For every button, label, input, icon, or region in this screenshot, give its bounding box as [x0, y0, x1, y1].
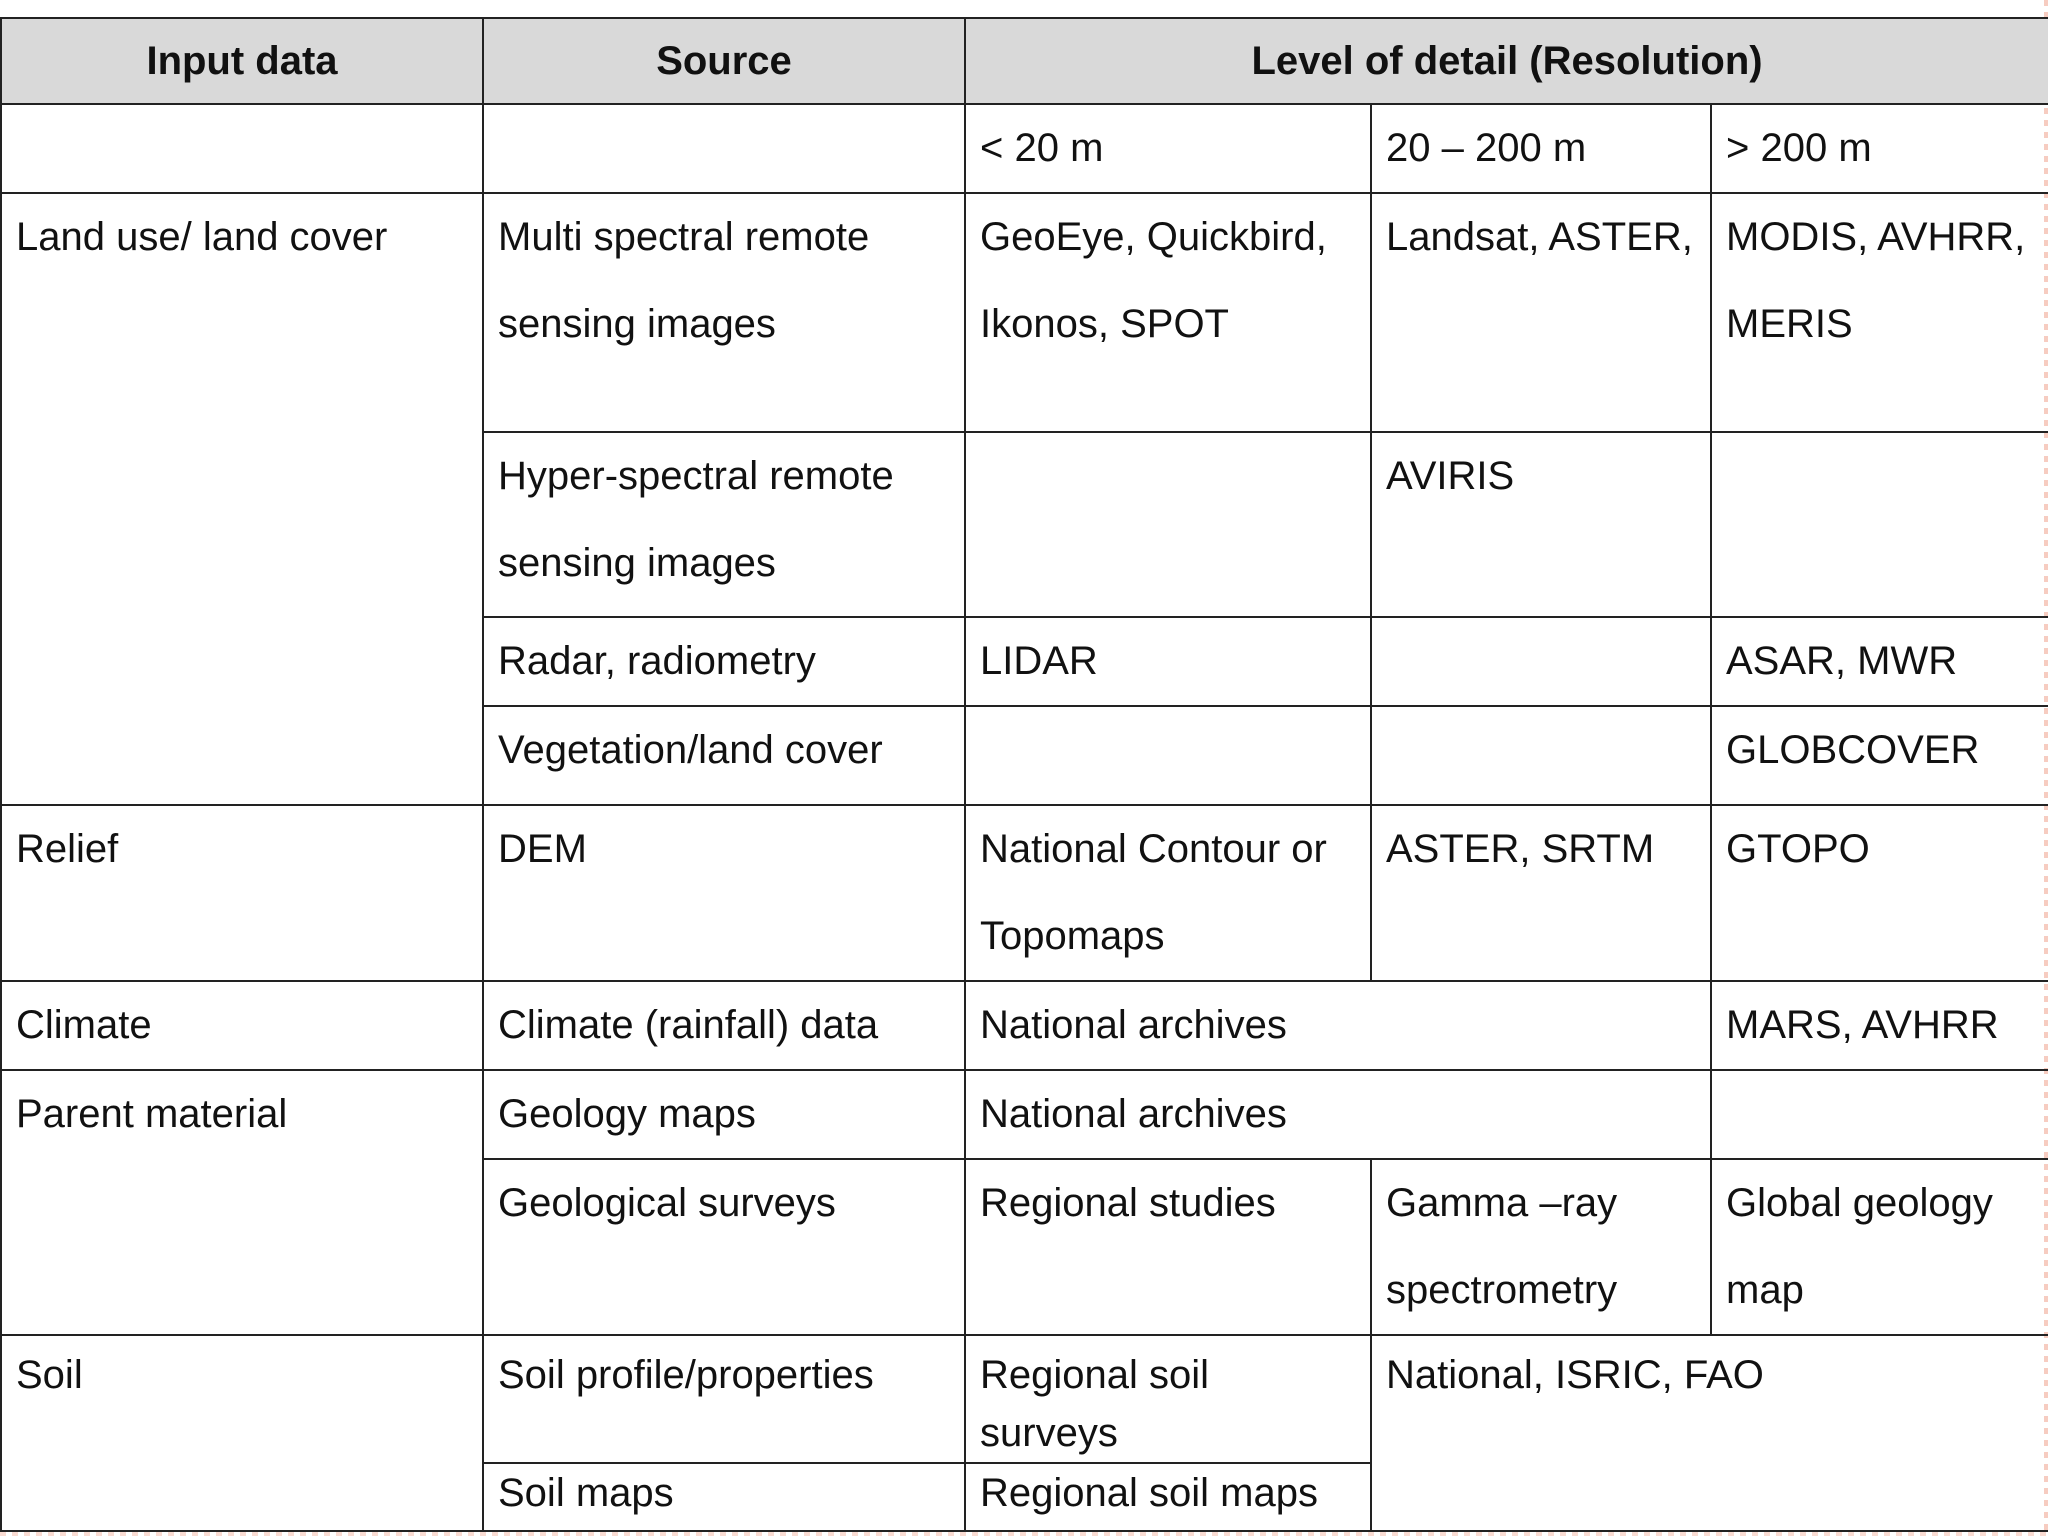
source-soil-maps: Soil maps	[482, 1462, 966, 1532]
input-climate: Climate	[0, 980, 484, 1071]
empty-cell	[0, 103, 484, 194]
source-geological-surveys: Geological surveys	[482, 1158, 966, 1336]
header-source: Source	[482, 17, 966, 105]
cell-relief-lt20: National Contour or Topomaps	[964, 804, 1372, 982]
table-row: Climate Climate (rainfall) data National…	[0, 980, 2048, 1071]
band-20-200: 20 – 200 m	[1370, 103, 1712, 194]
source-dem: DEM	[482, 804, 966, 982]
source-soil-profile: Soil profile/properties	[482, 1334, 966, 1464]
table-row: Land use/ land cover Multi spectral remo…	[0, 192, 2048, 806]
cell-radar-20-200	[1370, 616, 1712, 707]
source-climate: Climate (rainfall) data	[482, 980, 966, 1071]
table-row: Soil maps Regional soil maps	[1, 1462, 2048, 1532]
cell-multi-20-200: Landsat, ASTER,	[1370, 192, 1712, 433]
cell-surveys-gt200: Global geology map	[1709, 1158, 2048, 1336]
input-relief: Relief	[0, 804, 484, 982]
resolution-subheader-row: < 20 m 20 – 200 m > 200 m	[0, 103, 2048, 194]
cell-radar-gt200: ASAR, MWR	[1709, 616, 2048, 707]
input-soil: Soil	[0, 1334, 484, 1532]
table-row: Parent material Geology maps National ar…	[0, 1069, 2048, 1336]
source-vegetation: Vegetation/land cover	[482, 705, 966, 806]
table-row: Relief DEM National Contour or Topomaps …	[0, 804, 2048, 982]
cell-relief-20-200: ASTER, SRTM	[1370, 804, 1712, 982]
source-radar: Radar, radiometry	[482, 616, 966, 707]
cell-veg-20-200	[1370, 705, 1712, 806]
source-geology-maps: Geology maps	[482, 1069, 966, 1160]
cell-climate-lt200: National archives	[964, 980, 1712, 1071]
cell-hyper-lt20	[964, 431, 1372, 618]
cell-hyper-20-200: AVIRIS	[1370, 431, 1712, 618]
source-multispectral: Multi spectral remote sensing images	[482, 192, 966, 433]
input-data-table: Input data Source Level of detail (Resol…	[0, 17, 2048, 1532]
cell-soil-profile-lt20: Regional soil surveys	[964, 1334, 1372, 1464]
cell-soil-gt20: National, ISRIC, FAO	[1369, 1334, 2048, 1532]
header-input-data: Input data	[0, 17, 484, 105]
band-gt200: > 200 m	[1709, 103, 2048, 194]
empty-cell	[482, 103, 966, 194]
slide-bottom-decoration	[0, 1532, 2048, 1536]
input-land-use: Land use/ land cover	[0, 192, 484, 806]
cell-multi-lt20: GeoEye, Quickbird, Ikonos, SPOT	[964, 192, 1372, 433]
cell-geomaps-gt200	[1709, 1069, 2048, 1160]
cell-climate-gt200: MARS, AVHRR	[1709, 980, 2048, 1071]
table-row: Soil Soil profile/properties Regional so…	[0, 1334, 2048, 1532]
cell-multi-gt200: MODIS, AVHRR, MERIS	[1709, 192, 2048, 433]
cell-radar-lt20: LIDAR	[964, 616, 1372, 707]
cell-hyper-gt200	[1709, 431, 2048, 618]
input-parent-material: Parent material	[0, 1069, 484, 1336]
cell-surveys-20-200: Gamma –ray spectrometry	[1370, 1158, 1712, 1336]
cell-veg-lt20	[964, 705, 1372, 806]
table-row: Geological surveys Regional studies Gamm…	[1, 1158, 2048, 1336]
table-row: Vegetation/land cover GLOBCOVER	[1, 705, 2048, 806]
band-lt20: < 20 m	[964, 103, 1372, 194]
cell-geomaps-lt200: National archives	[964, 1069, 1712, 1160]
cell-surveys-lt20: Regional studies	[964, 1158, 1372, 1336]
header-level-of-detail: Level of detail (Resolution)	[963, 17, 2048, 105]
cell-relief-gt200: GTOPO	[1709, 804, 2048, 982]
table-header-row: Input data Source Level of detail (Resol…	[0, 17, 2048, 105]
cell-soil-maps-lt20: Regional soil maps	[964, 1462, 1372, 1532]
source-hyperspectral: Hyper-spectral remote sensing images	[482, 431, 966, 618]
table-row: Radar, radiometry LIDAR ASAR, MWR	[1, 616, 2048, 707]
cell-veg-gt200: GLOBCOVER	[1709, 705, 2048, 806]
